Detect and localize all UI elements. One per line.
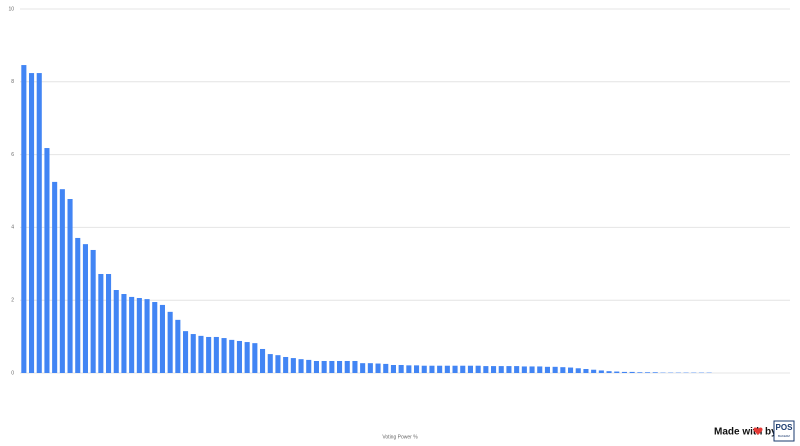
bar: [275, 355, 281, 373]
logo-bottom: BAKERZ: [778, 434, 790, 438]
bar: [598, 370, 604, 373]
made-with: Made with: [714, 427, 762, 438]
bar: [313, 360, 319, 373]
bar: [329, 360, 335, 373]
bar: [229, 339, 235, 373]
bar: [629, 371, 635, 373]
bar: [421, 365, 427, 373]
bar: [383, 363, 389, 373]
bar: [506, 366, 512, 373]
bar: [621, 371, 627, 373]
y-tick-label: 10: [8, 6, 14, 12]
bar: [390, 364, 396, 373]
bar: [98, 273, 104, 373]
bar: [645, 372, 651, 373]
bar: [144, 299, 150, 373]
bar: [198, 335, 204, 373]
bar: [467, 365, 473, 373]
bar: [213, 336, 219, 373]
bar: [437, 365, 443, 373]
bar: [529, 366, 535, 373]
bar: [429, 365, 435, 373]
bar: [491, 366, 497, 373]
bar: [183, 331, 189, 373]
bar: [414, 365, 420, 373]
bar: [460, 365, 466, 373]
bar: [406, 365, 412, 373]
bar: [29, 73, 35, 374]
bar: [337, 360, 343, 373]
bar: [521, 366, 527, 373]
bar: [59, 189, 65, 373]
bar: [514, 366, 520, 373]
bar: [75, 237, 81, 373]
bar: [568, 367, 574, 373]
by: by: [765, 427, 777, 438]
bar: [352, 360, 358, 373]
bar: [552, 366, 558, 373]
bar: [221, 338, 227, 373]
footer: Made with by POS BAKERZ: [714, 420, 795, 442]
bar: [475, 365, 481, 373]
bar: [152, 302, 158, 373]
bar: [367, 363, 373, 373]
y-tick-label: 0: [11, 370, 14, 376]
bar: [252, 343, 258, 373]
bar: [452, 365, 458, 373]
bar: [483, 366, 489, 373]
bar: [444, 365, 450, 373]
bar: [260, 348, 266, 373]
logo-top: POS: [776, 423, 794, 432]
bar: [244, 342, 250, 373]
bar: [90, 249, 96, 373]
bar: [52, 181, 58, 373]
bar: [283, 356, 289, 373]
bar: [298, 359, 304, 373]
bar: [36, 73, 42, 374]
bar: [106, 273, 112, 373]
logo-box: [773, 420, 795, 442]
bar: [175, 319, 181, 373]
bar: [560, 367, 566, 373]
bar: [591, 369, 597, 373]
bar: [344, 360, 350, 373]
y-tick-label: 4: [11, 225, 14, 231]
bar: [82, 244, 88, 373]
bar: [267, 354, 273, 373]
bar: [398, 364, 404, 373]
y-tick-label: 2: [11, 298, 14, 304]
bar: [290, 358, 296, 373]
bar: [206, 336, 212, 373]
bar: [614, 371, 620, 373]
y-tick-label: 6: [11, 152, 14, 158]
heart-icon: [753, 427, 763, 435]
bar: [21, 65, 27, 373]
bar: [575, 368, 581, 373]
bar: [136, 298, 142, 373]
bar: [375, 363, 381, 373]
y-tick-label: 8: [11, 79, 14, 85]
bar: [544, 366, 550, 373]
bar: [44, 148, 50, 373]
bar: [652, 372, 658, 373]
bar: [159, 304, 165, 373]
bar: [129, 296, 135, 373]
bar: [498, 366, 504, 373]
bar: [606, 371, 612, 373]
bar: [67, 199, 73, 373]
bar: [306, 359, 312, 373]
x-axis-label: Voting Power %: [382, 434, 418, 440]
bar: [537, 366, 543, 373]
bar: [583, 368, 589, 373]
bar: [167, 311, 173, 373]
bar: [321, 360, 327, 373]
bar: [637, 372, 643, 373]
bar: [113, 290, 119, 373]
bar: [190, 334, 196, 373]
bar: [121, 294, 127, 373]
bar: [236, 340, 242, 373]
bar: [360, 363, 366, 373]
